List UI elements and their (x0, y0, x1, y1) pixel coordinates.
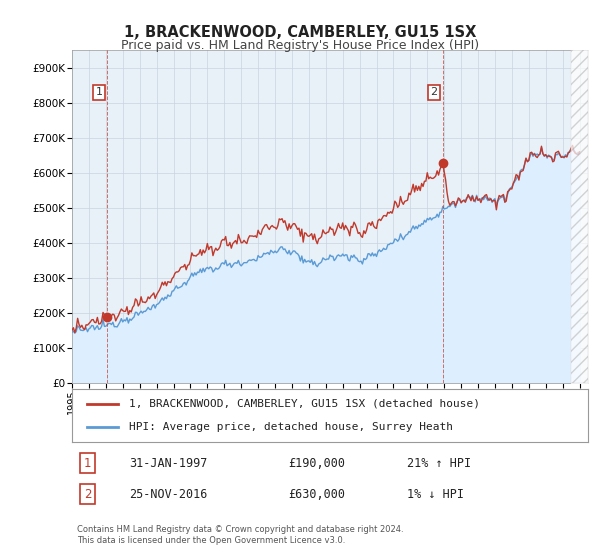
Text: 1% ↓ HPI: 1% ↓ HPI (407, 488, 464, 501)
Text: £630,000: £630,000 (289, 488, 346, 501)
Text: HPI: Average price, detached house, Surrey Heath: HPI: Average price, detached house, Surr… (129, 422, 453, 432)
Text: 31-JAN-1997: 31-JAN-1997 (129, 456, 207, 470)
Text: 1: 1 (95, 87, 103, 97)
Text: 21% ↑ HPI: 21% ↑ HPI (407, 456, 472, 470)
Text: 2: 2 (430, 87, 437, 97)
Text: 25-NOV-2016: 25-NOV-2016 (129, 488, 207, 501)
Text: 1, BRACKENWOOD, CAMBERLEY, GU15 1SX: 1, BRACKENWOOD, CAMBERLEY, GU15 1SX (124, 25, 476, 40)
Text: Contains HM Land Registry data © Crown copyright and database right 2024.
This d: Contains HM Land Registry data © Crown c… (77, 525, 404, 545)
Text: 1, BRACKENWOOD, CAMBERLEY, GU15 1SX (detached house): 1, BRACKENWOOD, CAMBERLEY, GU15 1SX (det… (129, 399, 480, 409)
Text: Price paid vs. HM Land Registry's House Price Index (HPI): Price paid vs. HM Land Registry's House … (121, 39, 479, 52)
Text: 2: 2 (84, 488, 91, 501)
Text: £190,000: £190,000 (289, 456, 346, 470)
Text: 1: 1 (84, 456, 91, 470)
